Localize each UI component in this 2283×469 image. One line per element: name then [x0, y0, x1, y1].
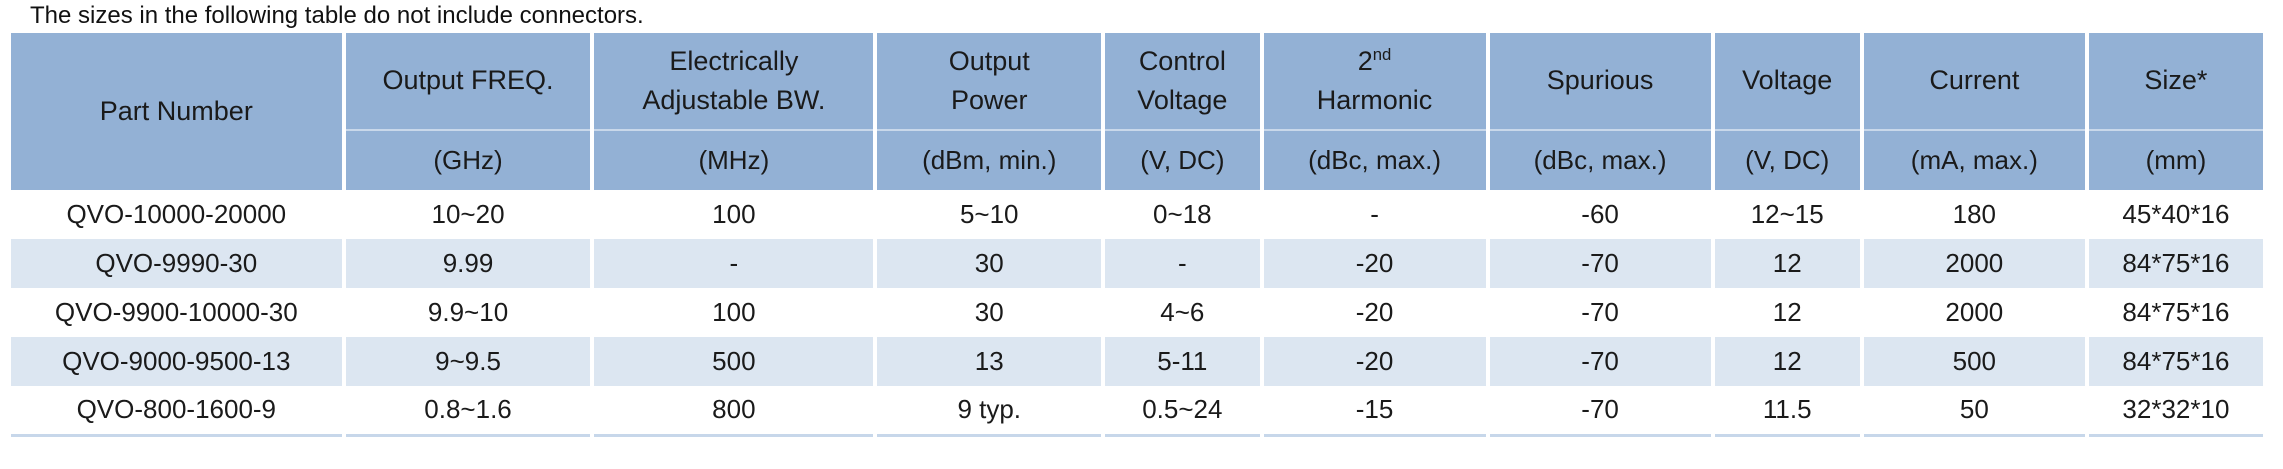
table-cell: 100	[592, 190, 878, 239]
part-number-cell: QVO-10000-20000	[11, 190, 346, 239]
table-cell: 84*75*16	[2086, 288, 2263, 337]
table-cell: -70	[1487, 337, 1715, 386]
table-cell: 10~20	[343, 190, 595, 239]
table-cell: 32*32*10	[2086, 386, 2263, 435]
table-cell: 84*75*16	[2086, 337, 2263, 386]
column-unit-3: (dBm, min.)	[875, 129, 1106, 190]
table-cell: 0.8~1.6	[343, 386, 595, 435]
column-unit-9: (mm)	[2086, 129, 2263, 190]
table-row: QVO-9900-10000-30 9.9~10 100 30 4~6 -20 -70 12 2…	[11, 288, 2263, 337]
column-header-0: Part Number	[11, 33, 346, 190]
table-cell: 12	[1712, 239, 1864, 288]
column-unit-4: (V, DC)	[1103, 129, 1264, 190]
header-name-row: Part Number Output FREQ. Electrically Adjus…	[11, 33, 2263, 190]
column-header-4: Control Voltage	[1103, 33, 1264, 130]
part-number-cell: QVO-9990-30	[11, 239, 346, 288]
table-cell: 30	[875, 239, 1106, 288]
table-cell: 500	[1861, 337, 2089, 386]
column-unit-7: (V, DC)	[1712, 129, 1864, 190]
column-unit-6: (dBc, max.)	[1487, 129, 1715, 190]
superscript: nd	[1372, 44, 1392, 64]
table-cell: 12	[1712, 337, 1864, 386]
table-cell: 2000	[1861, 239, 2089, 288]
column-unit-8: (mA, max.)	[1861, 129, 2089, 190]
table-cell: 0~18	[1103, 190, 1264, 239]
table-cell: 180	[1861, 190, 2089, 239]
table-row: QVO-10000-20000 10~20 100 5~10 0~18- -60 12~15…	[11, 190, 2263, 239]
table-cell: 2000	[1861, 288, 2089, 337]
table-cell: 5~10	[875, 190, 1106, 239]
column-header-1: Output FREQ.	[343, 33, 595, 130]
specifications-table: Part Number Output FREQ. Electrically Adjus…	[11, 33, 2263, 437]
column-unit-5: (dBc, max.)	[1261, 129, 1490, 190]
table-cell: 13	[875, 337, 1106, 386]
table-cell: 9 typ.	[875, 386, 1106, 435]
column-header-7: Voltage	[1712, 33, 1864, 130]
table-cell: -	[1261, 190, 1490, 239]
table-cell: 50	[1861, 386, 2089, 435]
table-cell: 12	[1712, 288, 1864, 337]
table-cell: 4~6	[1103, 288, 1264, 337]
table-cell: 12~15	[1712, 190, 1864, 239]
column-unit-1: (GHz)	[343, 129, 595, 190]
table-cell: 30	[875, 288, 1106, 337]
table-cell: -	[1103, 239, 1264, 288]
table-cell: 500	[592, 337, 878, 386]
table-body: QVO-10000-20000 10~20 100 5~10 0~18- -60 12~15…	[11, 190, 2263, 435]
table-cell: 100	[592, 288, 878, 337]
table-cell: 9.99	[343, 239, 595, 288]
part-number-cell: QVO-9900-10000-30	[11, 288, 346, 337]
header-unit-row: (GHz) (MHz) (dBm, min.) (V, DC) (dBc, max.)(…	[11, 129, 2263, 190]
table-cell: -70	[1487, 288, 1715, 337]
part-number-cell: QVO-800-1600-9	[11, 386, 346, 435]
table-header: Part Number Output FREQ. Electrically Adjus…	[11, 33, 2263, 190]
table-cell: 45*40*16	[2086, 190, 2263, 239]
part-number-cell: QVO-9000-9500-13	[11, 337, 346, 386]
table-cell: 0.5~24	[1103, 386, 1264, 435]
table-row: QVO-800-1600-9 0.8~1.6 800 9 typ. 0.5~24 -15-…	[11, 386, 2263, 435]
column-header-6: Spurious	[1487, 33, 1715, 130]
table-cell: 84*75*16	[2086, 239, 2263, 288]
column-unit-2: (MHz)	[592, 129, 878, 190]
column-header-5: 2nd Harmonic	[1261, 33, 1490, 130]
table-cell: 5-11	[1103, 337, 1264, 386]
table-cell: -70	[1487, 386, 1715, 435]
table-cell: -	[592, 239, 878, 288]
table-cell: -20	[1261, 337, 1490, 386]
table-cell: -60	[1487, 190, 1715, 239]
table-cell: 11.5	[1712, 386, 1864, 435]
table-cell: -70	[1487, 239, 1715, 288]
table-cell: -20	[1261, 288, 1490, 337]
column-header-2: Electrically Adjustable BW.	[592, 33, 878, 130]
table-cell: 9.9~10	[343, 288, 595, 337]
table-cell: -20	[1261, 239, 1490, 288]
column-header-8: Current	[1861, 33, 2089, 130]
column-header-9: Size*	[2086, 33, 2263, 130]
table-caption: The sizes in the following table do not …	[30, 2, 644, 29]
column-header-3: Output Power	[875, 33, 1106, 130]
table-cell: 9~9.5	[343, 337, 595, 386]
table-row: QVO-9000-9500-13 9~9.5 500 13 5-11 -20 -70 12 50…	[11, 337, 2263, 386]
table-row: QVO-9990-30 9.99-30- -20 -70 12 2000 84*75*16	[11, 239, 2263, 288]
table-cell: 800	[592, 386, 878, 435]
table-cell: -15	[1261, 386, 1490, 435]
